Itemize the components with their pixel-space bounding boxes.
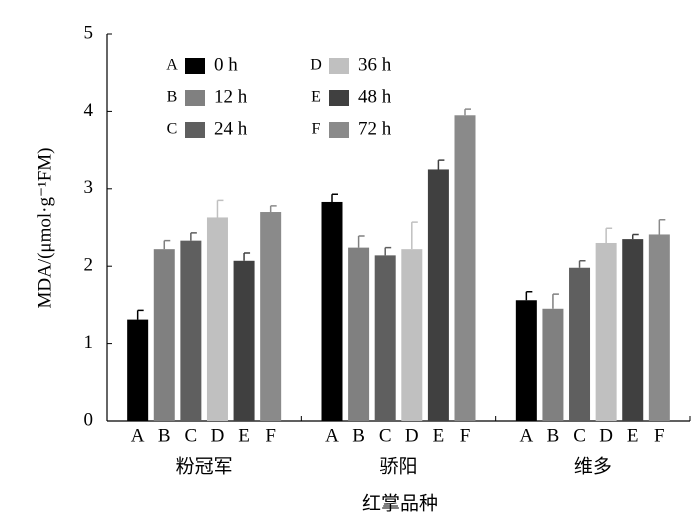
bar — [321, 201, 343, 421]
bar-letter: F — [265, 425, 276, 446]
legend-swatch — [329, 122, 349, 138]
bar — [515, 300, 537, 421]
legend-label: 48 h — [358, 86, 392, 107]
error-bar — [631, 233, 639, 240]
y-tick-label: 1 — [84, 332, 94, 353]
y-tick-label: 5 — [84, 22, 94, 43]
bar-letter: E — [627, 425, 639, 446]
bar-letter: B — [158, 425, 171, 446]
bar — [348, 247, 370, 421]
bar — [542, 308, 564, 421]
bar — [153, 249, 175, 421]
bar — [233, 260, 255, 421]
error-bar — [331, 193, 338, 202]
bar — [569, 267, 591, 421]
legend-letter: D — [310, 57, 322, 74]
bar-letter: C — [185, 425, 198, 446]
error-bar — [437, 159, 445, 170]
x-tick-label: 骄阳 — [379, 455, 417, 477]
legend-label: 24 h — [214, 118, 248, 139]
error-bar — [464, 108, 471, 116]
x-tick-label: 粉冠军 — [176, 455, 233, 477]
y-tick-label: 3 — [84, 177, 94, 198]
error-bar — [163, 239, 171, 250]
error-bar — [136, 309, 144, 320]
bar — [454, 115, 476, 422]
bar-letter: D — [211, 425, 225, 446]
bar-letter: F — [654, 425, 665, 446]
error-bar — [216, 199, 224, 218]
error-bar — [578, 260, 586, 268]
legend-label: 0 h — [214, 54, 238, 75]
error-bar — [269, 205, 277, 213]
y-axis-title: MDA/(μmol·g⁻¹FM) — [34, 147, 55, 308]
error-bar — [384, 246, 392, 256]
bar-letter: D — [405, 425, 419, 446]
bar — [401, 249, 423, 421]
bar-letter: A — [325, 425, 339, 446]
error-bar — [357, 235, 365, 248]
legend-swatch — [185, 90, 205, 106]
bar-letter: E — [238, 425, 250, 446]
legend-swatch — [185, 58, 205, 74]
bar — [622, 239, 644, 421]
bar — [374, 255, 396, 421]
legend-letter: E — [311, 89, 321, 106]
bar — [427, 169, 449, 421]
y-tick-label: 4 — [84, 100, 94, 121]
bar-letter: C — [573, 425, 586, 446]
legend-swatch — [329, 58, 349, 74]
y-tick-label: 2 — [84, 255, 94, 276]
legend-label: 36 h — [358, 54, 392, 75]
bar-letter: D — [599, 425, 613, 446]
bar — [648, 234, 670, 421]
error-bar — [525, 290, 533, 301]
bar-letter: F — [460, 425, 471, 446]
error-bar — [658, 219, 666, 235]
legend-label: 72 h — [358, 118, 392, 139]
bar-letter: A — [519, 425, 533, 446]
x-axis-title: 红掌品种 — [362, 492, 438, 514]
x-tick-label: 维多 — [574, 455, 612, 477]
bar-letter: E — [433, 425, 445, 446]
error-bar — [552, 293, 559, 309]
bar — [180, 240, 202, 421]
error-bar — [243, 252, 251, 261]
error-bar — [190, 232, 197, 241]
legend-letter: A — [166, 57, 178, 74]
bar — [206, 217, 228, 421]
legend-swatch — [329, 90, 349, 106]
bar — [260, 212, 282, 421]
bar — [127, 319, 149, 421]
legend-label: 12 h — [214, 86, 248, 107]
bar-letter: B — [352, 425, 365, 446]
legend-letter: C — [167, 121, 178, 138]
legend-letter: F — [312, 121, 321, 138]
bar-letter: B — [547, 425, 560, 446]
legend-letter: B — [167, 89, 178, 106]
error-bar — [605, 227, 613, 243]
bar-letter: A — [131, 425, 145, 446]
bar — [595, 242, 617, 421]
y-tick-label: 0 — [84, 409, 94, 430]
error-bar — [411, 221, 418, 250]
legend-swatch — [185, 122, 205, 138]
bar-letter: C — [379, 425, 392, 446]
